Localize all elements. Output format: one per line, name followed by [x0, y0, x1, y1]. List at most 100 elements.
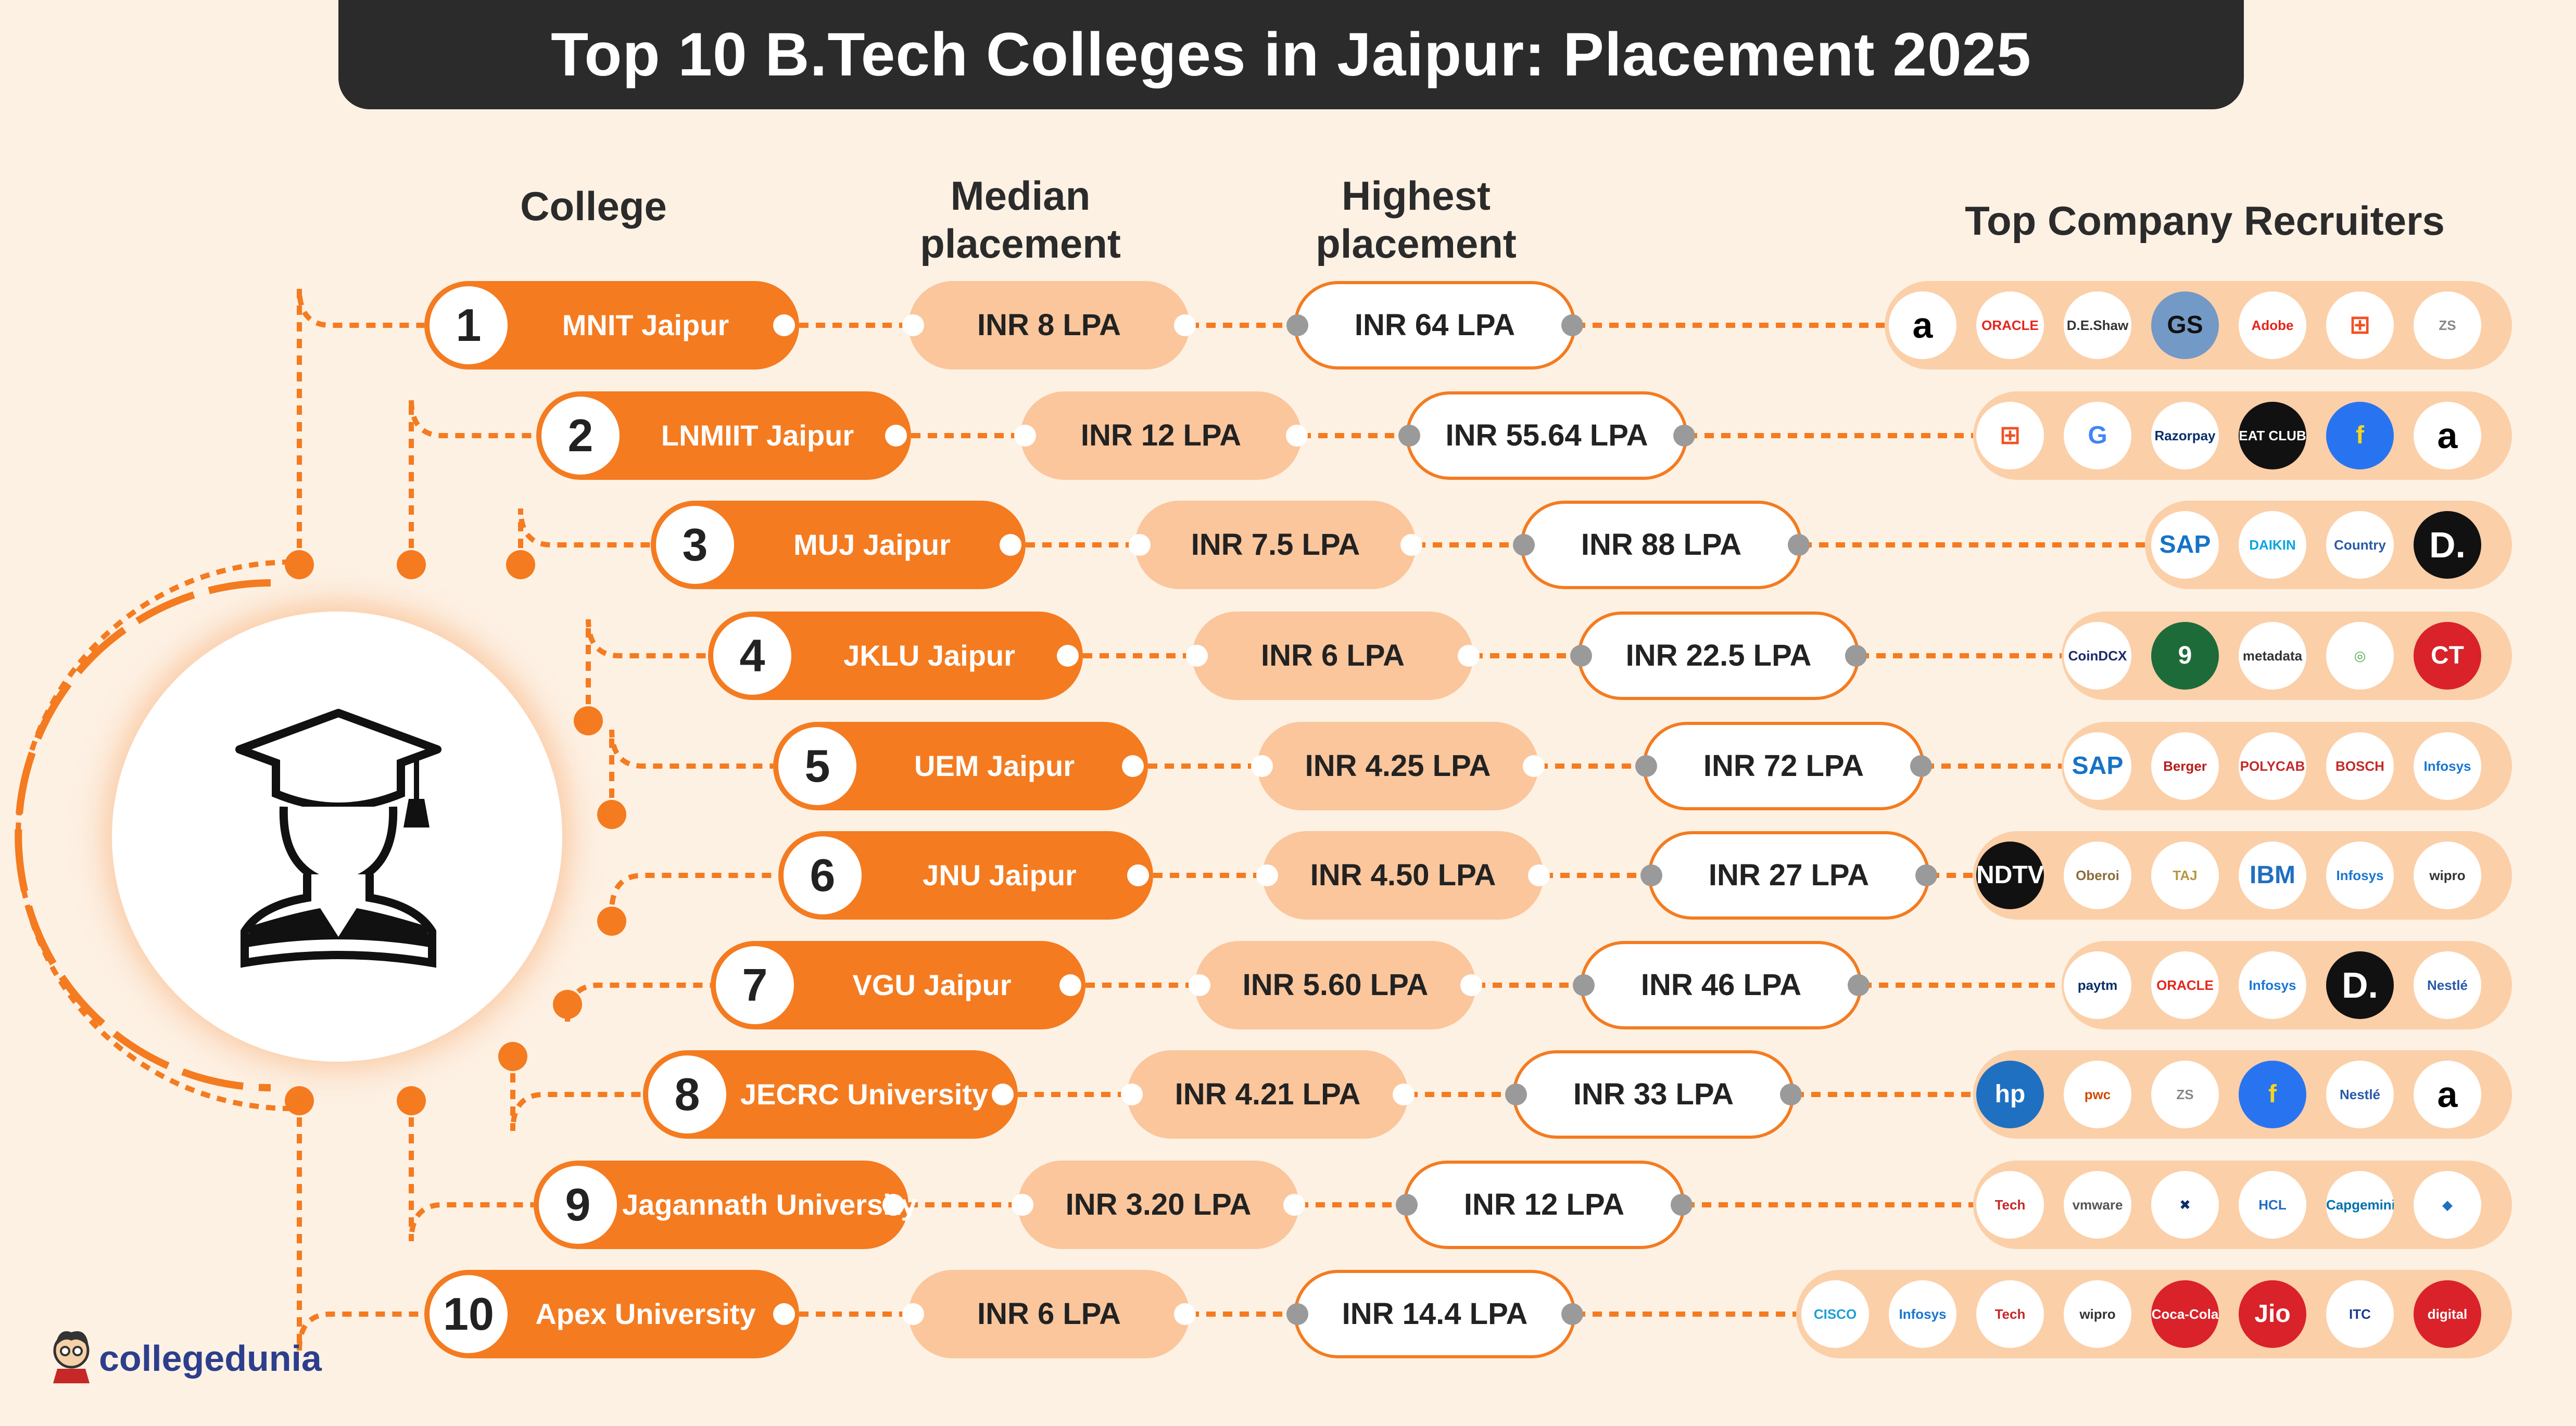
college-row: 4 JKLU Jaipur INR 6 LPA INR 22.5 LPA CoinDCX…: [0, 612, 2576, 700]
connector-dot: [1573, 974, 1595, 996]
connector-dot: [1780, 1084, 1802, 1105]
brand-name: collegedunia: [99, 1338, 322, 1379]
connector-dot: [1286, 425, 1308, 447]
college-name: UEM Jaipur: [914, 749, 1075, 782]
connector-dot: [902, 1303, 924, 1325]
college-name: JNU Jaipur: [923, 859, 1077, 892]
connector-dot: [1570, 645, 1592, 667]
college-name: LNMIIT Jaipur: [661, 419, 854, 452]
college-row: 8 JECRC University INR 4.21 LPA INR 33 LPA h…: [0, 1050, 2576, 1139]
daikin-logo-icon: DAIKIN: [2239, 511, 2306, 579]
rank-number: 8: [648, 1055, 726, 1134]
branch-connector: [609, 873, 778, 921]
median-placement: INR 3.20 LPA: [1018, 1161, 1299, 1249]
header-median: Median placement: [920, 173, 1121, 266]
connector-dot: [1561, 1303, 1583, 1325]
connector-dot: [773, 1303, 795, 1325]
flipkart-logo-icon: f: [2326, 402, 2394, 469]
highest-placement: INR 72 LPA: [1643, 722, 1925, 810]
highest-placement: INR 27 LPA: [1648, 831, 1930, 920]
d-logo-logo-icon: D.: [2414, 511, 2481, 579]
taj-logo-icon: TAJ: [2151, 842, 2219, 909]
college-pill: 5 UEM Jaipur: [773, 722, 1148, 810]
recruiter-bar: SAP DAIKIN Country Delight D.: [2145, 501, 2512, 589]
connector-dot: [1393, 1084, 1415, 1105]
college-name: Apex University: [535, 1297, 756, 1330]
cube-logo-logo-icon: ◆: [2414, 1171, 2481, 1239]
country-delight-logo-icon: Country Delight: [2326, 511, 2394, 579]
branch-connector: [586, 619, 708, 721]
ndtv-logo-icon: NDTV: [1976, 842, 2044, 909]
recruiter-bar: NDTV Oberoi TAJ IBM Infosys wipro: [1973, 831, 2512, 920]
nestle-logo-icon: Nestlé: [2414, 951, 2481, 1019]
google-logo-icon: G: [2064, 402, 2131, 469]
connector-dot: [1460, 974, 1482, 996]
connector-dot: [1286, 1303, 1308, 1325]
connector-dot: [1561, 314, 1583, 336]
connector-dot: [1286, 314, 1308, 336]
college-row: 3 MUJ Jaipur INR 7.5 LPA INR 88 LPA SAP DAIKI…: [0, 501, 2576, 589]
connector-dot: [1174, 1303, 1196, 1325]
ibm-logo-icon: IBM: [2239, 842, 2306, 909]
branch-connector: [510, 1056, 643, 1131]
cisco-logo-icon: CISCO: [1801, 1280, 1869, 1348]
bosch-logo-icon: BOSCH: [2326, 732, 2394, 800]
branch-connector: [518, 508, 651, 565]
jio-logo-icon: Jio: [2239, 1280, 2306, 1348]
berger-logo-icon: Berger: [2151, 732, 2219, 800]
connector-dot: [1505, 1084, 1527, 1105]
sap-logo-icon: SAP: [2064, 732, 2131, 800]
college-row: 7 VGU Jaipur INR 5.60 LPA INR 46 LPA paytm OR…: [0, 941, 2576, 1029]
college-pill: 4 JKLU Jaipur: [708, 612, 1083, 700]
connector-dot: [1251, 755, 1273, 777]
coca-cola-logo-icon: Coca-Cola: [2151, 1280, 2219, 1348]
college-row: 10 Apex University INR 6 LPA INR 14.4 LPA CI…: [0, 1270, 2576, 1358]
oracle-logo-icon: ORACLE: [2151, 951, 2219, 1019]
capgemini-logo-icon: Capgemini: [2326, 1171, 2394, 1239]
college-pill: 1 MNIT Jaipur: [424, 281, 799, 370]
hcl-logo-icon: HCL: [2239, 1171, 2306, 1239]
recruiter-bar: Tech Mahindra vmware ✖ HCL Capgemini ◆: [1973, 1161, 2512, 1249]
header-recruiters: Top Company Recruiters: [1965, 198, 2445, 244]
branch-dot: [285, 550, 314, 579]
branch-connector: [409, 1101, 534, 1242]
connector-dot: [1671, 1194, 1693, 1216]
reliance-digital-logo-icon: digital: [2414, 1280, 2481, 1348]
flipkart-logo-icon: f: [2239, 1061, 2306, 1128]
connector-dot: [1059, 974, 1081, 996]
infosys-logo-icon: Infosys: [1889, 1280, 1956, 1348]
branch-dot: [498, 1042, 527, 1071]
connector-dot: [1129, 534, 1151, 556]
connector-dot: [1848, 974, 1870, 996]
branch-dot: [597, 907, 626, 936]
connector-dot: [1186, 645, 1208, 667]
connector-dot: [1640, 864, 1662, 886]
connector-dot: [1398, 425, 1420, 447]
branch-dot: [397, 550, 426, 579]
college-name: JKLU Jaipur: [843, 639, 1015, 672]
median-placement: INR 6 LPA: [1192, 612, 1473, 700]
connector-dot: [1673, 425, 1695, 447]
highest-placement: INR 88 LPA: [1520, 501, 1802, 589]
highest-placement: INR 64 LPA: [1294, 281, 1576, 370]
recruiter-bar: paytm ORACLE Infosys D. Nestlé: [2062, 941, 2512, 1029]
branch-dot: [397, 1086, 426, 1115]
median-placement: INR 4.50 LPA: [1262, 831, 1544, 920]
college-name: VGU Jaipur: [852, 969, 1012, 1001]
brand-logo-icon: [53, 1331, 90, 1383]
pwc-logo-icon: pwc: [2064, 1061, 2131, 1128]
microsoft-logo-icon: ⊞: [1976, 402, 2044, 469]
college-pill: 2 LNMIIT Jaipur: [536, 391, 911, 480]
wipro-logo-icon: wipro: [2064, 1280, 2131, 1348]
branch-dot: [597, 800, 626, 829]
connector-dot: [902, 314, 924, 336]
oracle-logo-icon: ORACLE: [1976, 291, 2044, 359]
median-placement: INR 4.25 LPA: [1257, 722, 1538, 810]
connector-dot: [1174, 314, 1196, 336]
infosys-logo-icon: Infosys: [2326, 842, 2394, 909]
branch-dot: [506, 550, 535, 579]
hp-logo-icon: hp: [1976, 1061, 2044, 1128]
infosys-logo-icon: Infosys: [2414, 732, 2481, 800]
recruiter-bar: hp pwc ZS f Nestlé a: [1973, 1050, 2512, 1139]
